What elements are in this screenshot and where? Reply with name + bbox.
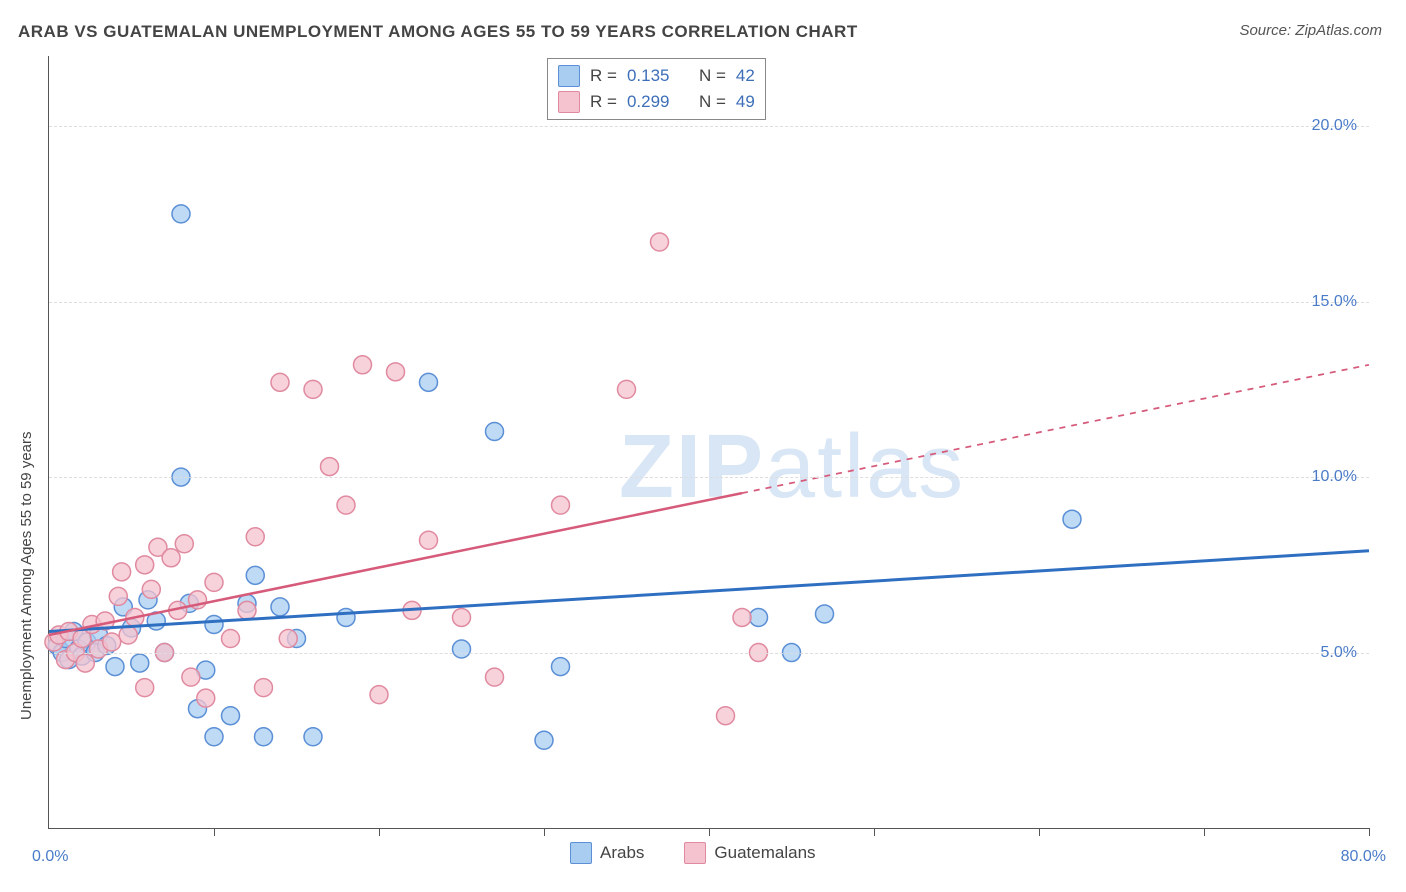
guat-r-value: 0.299	[627, 92, 670, 112]
swatch-guatemalans-icon	[684, 842, 706, 864]
x-tick	[1369, 828, 1370, 836]
data-point-guatemalans	[453, 608, 471, 626]
data-point-arabs	[106, 658, 124, 676]
legend-arabs-label: Arabs	[600, 843, 644, 863]
grid-line	[49, 302, 1369, 303]
data-point-guatemalans	[238, 601, 256, 619]
y-tick-label: 10.0%	[1312, 468, 1357, 486]
legend-series: Arabs Guatemalans	[570, 842, 816, 864]
legend-stats-row: R = 0.299 N = 49	[558, 89, 755, 115]
data-point-arabs	[205, 728, 223, 746]
data-point-arabs	[271, 598, 289, 616]
data-point-guatemalans	[142, 580, 160, 598]
data-point-guatemalans	[618, 380, 636, 398]
data-point-guatemalans	[279, 630, 297, 648]
data-point-guatemalans	[271, 373, 289, 391]
data-point-guatemalans	[246, 528, 264, 546]
data-point-guatemalans	[651, 233, 669, 251]
data-point-guatemalans	[337, 496, 355, 514]
trend-line-guatemalans-dashed	[742, 365, 1369, 493]
x-tick	[1204, 828, 1205, 836]
data-point-arabs	[420, 373, 438, 391]
data-point-guatemalans	[420, 531, 438, 549]
legend-stats: R = 0.135 N = 42 R = 0.299 N = 49	[547, 58, 766, 120]
data-point-arabs	[1063, 510, 1081, 528]
r-label: R =	[590, 66, 617, 86]
data-point-guatemalans	[136, 679, 154, 697]
y-tick-label: 20.0%	[1312, 117, 1357, 135]
n-label: N =	[699, 92, 726, 112]
source-label: Source: ZipAtlas.com	[1239, 22, 1382, 39]
scatter-svg	[49, 56, 1369, 828]
data-point-guatemalans	[119, 626, 137, 644]
data-point-guatemalans	[76, 654, 94, 672]
data-point-guatemalans	[103, 633, 121, 651]
data-point-guatemalans	[113, 563, 131, 581]
legend-item: Guatemalans	[684, 842, 815, 864]
plot-area: ZIPatlas R = 0.135 N = 42 R = 0.299 N = …	[48, 56, 1369, 829]
data-point-guatemalans	[552, 496, 570, 514]
data-point-guatemalans	[304, 380, 322, 398]
y-axis-label: Unemployment Among Ages 55 to 59 years	[18, 431, 35, 720]
data-point-guatemalans	[109, 587, 127, 605]
data-point-guatemalans	[354, 356, 372, 374]
n-label: N =	[699, 66, 726, 86]
data-point-arabs	[246, 566, 264, 584]
data-point-arabs	[304, 728, 322, 746]
data-point-guatemalans	[175, 535, 193, 553]
legend-stats-row: R = 0.135 N = 42	[558, 63, 755, 89]
swatch-guatemalans-icon	[558, 91, 580, 113]
r-label: R =	[590, 92, 617, 112]
x-tick	[214, 828, 215, 836]
data-point-guatemalans	[387, 363, 405, 381]
swatch-arabs-icon	[558, 65, 580, 87]
data-point-guatemalans	[370, 686, 388, 704]
data-point-guatemalans	[717, 707, 735, 725]
x-origin-label: 0.0%	[32, 848, 68, 866]
arabs-r-value: 0.135	[627, 66, 670, 86]
data-point-arabs	[131, 654, 149, 672]
swatch-arabs-icon	[570, 842, 592, 864]
data-point-guatemalans	[162, 549, 180, 567]
x-tick	[1039, 828, 1040, 836]
data-point-guatemalans	[222, 630, 240, 648]
data-point-arabs	[205, 615, 223, 633]
y-tick-label: 15.0%	[1312, 293, 1357, 311]
guat-n-value: 49	[736, 92, 755, 112]
legend-item: Arabs	[570, 842, 644, 864]
data-point-arabs	[337, 608, 355, 626]
x-tick	[874, 828, 875, 836]
x-tick	[379, 828, 380, 836]
y-tick-label: 5.0%	[1321, 644, 1357, 662]
chart-title: ARAB VS GUATEMALAN UNEMPLOYMENT AMONG AG…	[18, 22, 858, 42]
legend-guatemalans-label: Guatemalans	[714, 843, 815, 863]
x-tick	[544, 828, 545, 836]
data-point-arabs	[453, 640, 471, 658]
data-point-guatemalans	[733, 608, 751, 626]
data-point-arabs	[750, 608, 768, 626]
data-point-guatemalans	[255, 679, 273, 697]
data-point-arabs	[255, 728, 273, 746]
data-point-arabs	[552, 658, 570, 676]
data-point-guatemalans	[321, 458, 339, 476]
data-point-arabs	[535, 731, 553, 749]
data-point-guatemalans	[205, 573, 223, 591]
chart-root: ARAB VS GUATEMALAN UNEMPLOYMENT AMONG AG…	[0, 0, 1406, 892]
x-tick	[709, 828, 710, 836]
grid-line	[49, 653, 1369, 654]
data-point-arabs	[222, 707, 240, 725]
grid-line	[49, 477, 1369, 478]
data-point-guatemalans	[486, 668, 504, 686]
data-point-guatemalans	[182, 668, 200, 686]
data-point-guatemalans	[197, 689, 215, 707]
grid-line	[49, 126, 1369, 127]
data-point-arabs	[172, 205, 190, 223]
data-point-arabs	[816, 605, 834, 623]
arabs-n-value: 42	[736, 66, 755, 86]
data-point-arabs	[486, 422, 504, 440]
x-end-label: 80.0%	[1341, 848, 1386, 866]
data-point-guatemalans	[136, 556, 154, 574]
trend-line-arabs	[49, 551, 1369, 632]
